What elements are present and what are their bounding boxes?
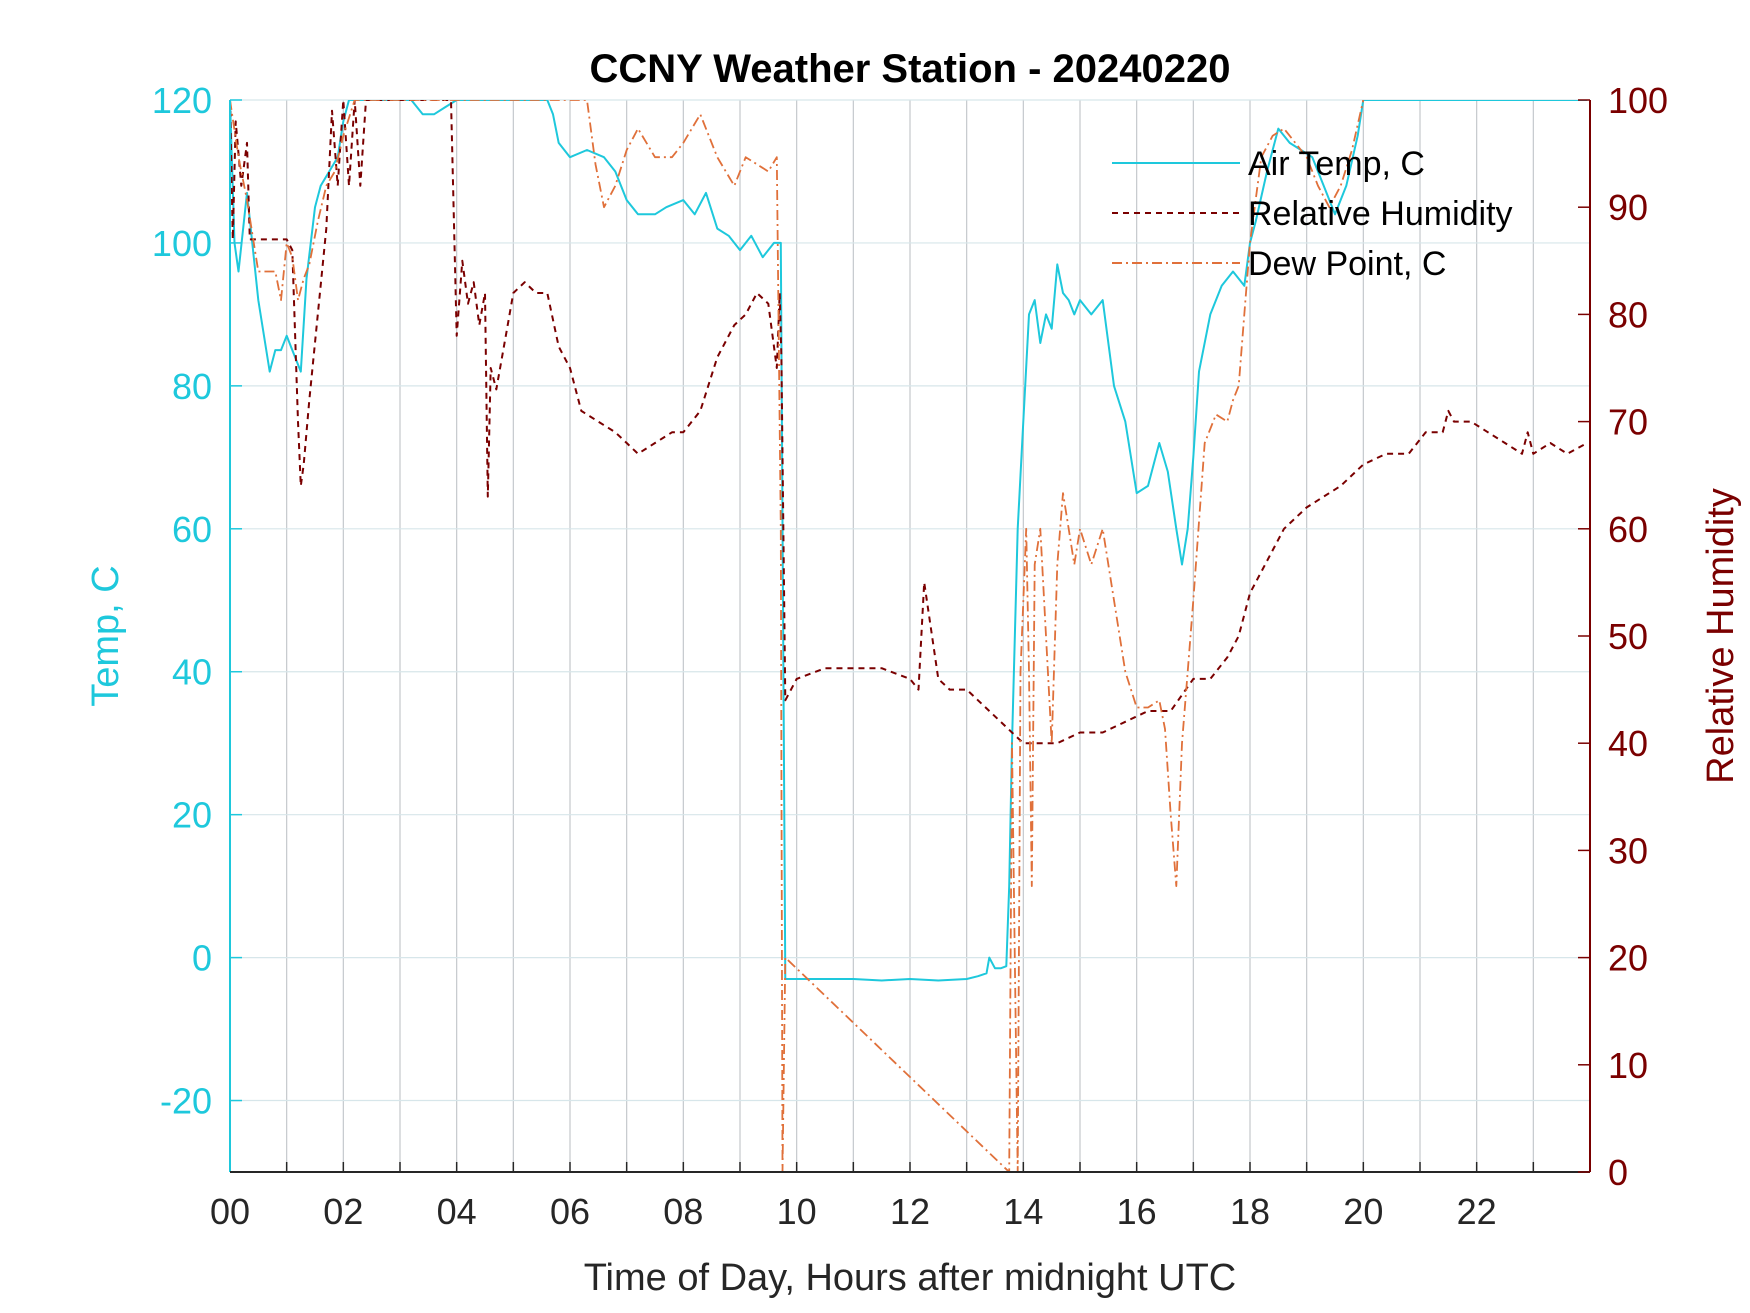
x-tick-label: 00	[210, 1191, 250, 1232]
series-line-air-temp	[230, 100, 1588, 982]
grid	[230, 99, 1590, 1172]
y-right-tick-label: 70	[1608, 402, 1648, 443]
legend: Air Temp, C Relative Humidity Dew Point,…	[1112, 145, 1513, 283]
legend-label-dew-point: Dew Point, C	[1248, 245, 1446, 283]
y-right-tick-label: 30	[1608, 830, 1648, 871]
y-right-tick-label: 90	[1608, 187, 1648, 228]
y-axis-label-right: Relative Humidity	[1700, 488, 1742, 784]
y-left-tick-label: 100	[152, 223, 212, 264]
x-axis-label: Time of Day, Hours after midnight UTC	[584, 1257, 1237, 1299]
y-right-tick-label: 20	[1608, 938, 1648, 979]
ticks: 00 02 04 06 08 10 12 14 16 18 20 22-200204060801001…	[152, 80, 1668, 1232]
y-left-tick-label: -20	[160, 1081, 212, 1122]
y-right-tick-label: 80	[1608, 294, 1648, 335]
series-line-relative-humidity	[230, 100, 1588, 745]
x-tick-label: 02	[323, 1191, 363, 1232]
y-left-tick-label: 80	[172, 366, 212, 407]
y-right-tick-label: 50	[1608, 616, 1648, 657]
y-axis-label-left: Temp, C	[85, 565, 127, 706]
y-left-tick-label: 20	[172, 795, 212, 836]
legend-label-humidity: Relative Humidity	[1248, 195, 1513, 233]
y-right-tick-label: 0	[1608, 1152, 1628, 1193]
series-line-dew-point	[230, 100, 1365, 1172]
legend-label-air-temp: Air Temp, C	[1248, 145, 1425, 183]
y-right-tick-label: 100	[1608, 80, 1668, 121]
y-right-tick-label: 40	[1608, 723, 1648, 764]
series-group	[230, 100, 1588, 1172]
y-left-tick-label: 60	[172, 509, 212, 550]
x-tick-label: 10	[777, 1191, 817, 1232]
y-left-tick-label: 0	[192, 938, 212, 979]
x-tick-label: 06	[550, 1191, 590, 1232]
x-tick-label: 08	[663, 1191, 703, 1232]
x-tick-label: 22	[1457, 1191, 1497, 1232]
y-left-tick-label: 120	[152, 80, 212, 121]
x-tick-label: 14	[1003, 1191, 1043, 1232]
x-tick-label: 04	[437, 1191, 477, 1232]
x-tick-label: 12	[890, 1191, 930, 1232]
x-tick-label: 18	[1230, 1191, 1270, 1232]
x-tick-label: 16	[1117, 1191, 1157, 1232]
y-right-tick-label: 10	[1608, 1045, 1648, 1086]
y-left-tick-label: 40	[172, 652, 212, 693]
y-right-tick-label: 60	[1608, 509, 1648, 550]
x-tick-label: 20	[1343, 1191, 1383, 1232]
chart-title: CCNY Weather Station - 20240220	[590, 47, 1231, 91]
